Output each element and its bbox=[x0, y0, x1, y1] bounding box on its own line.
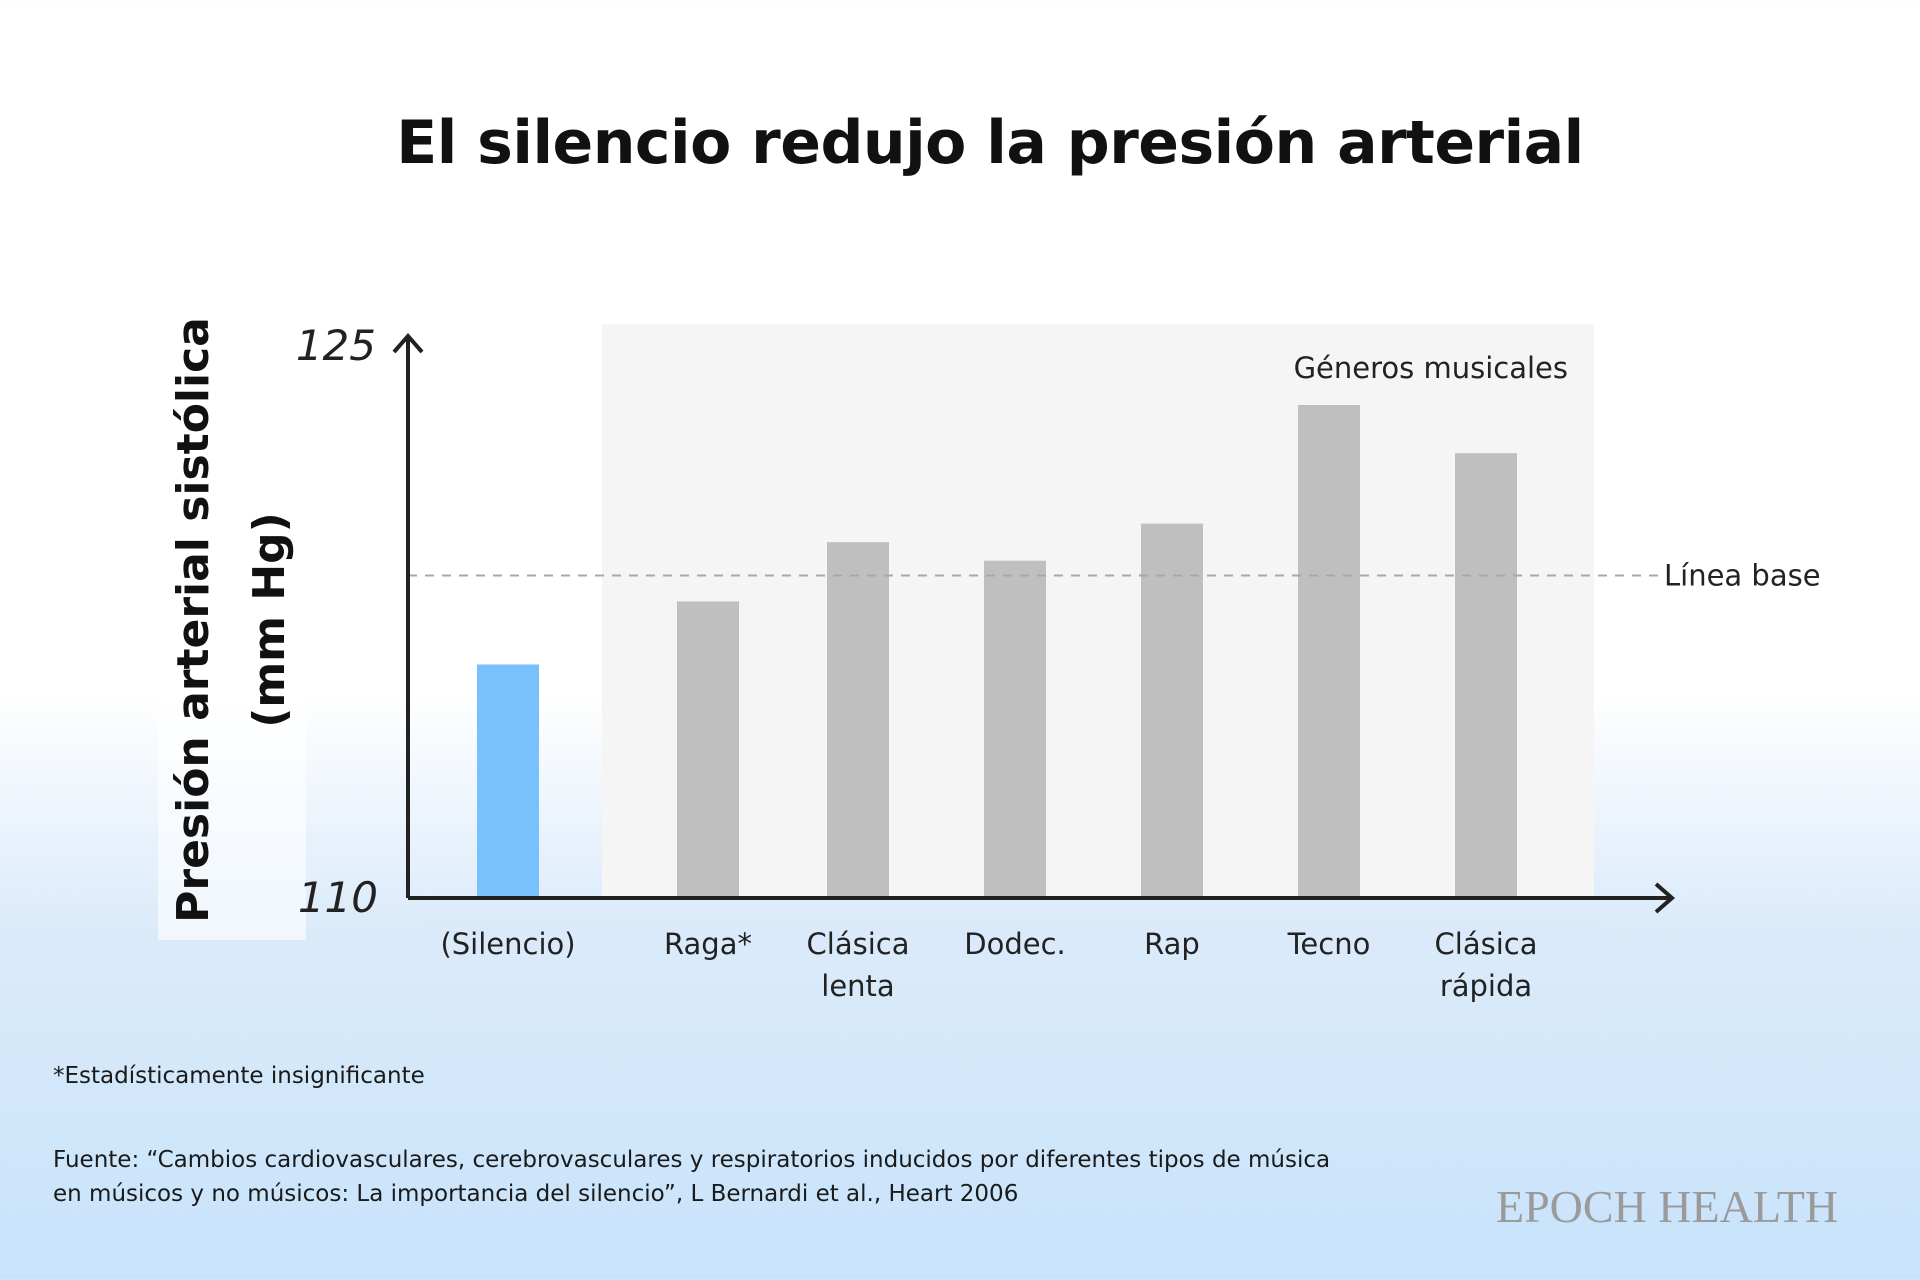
bar-7 bbox=[1455, 453, 1517, 898]
category-label-3-line-1: Clásica bbox=[807, 927, 910, 961]
bar-3 bbox=[827, 542, 889, 898]
bar-6 bbox=[1298, 405, 1360, 898]
category-label-1: (Silencio) bbox=[440, 927, 575, 961]
footnote: *Estadísticamente insignificante bbox=[53, 1063, 425, 1089]
category-label-7-line-1: Clásica bbox=[1435, 927, 1538, 961]
y-tick-label-bottom: 110 bbox=[298, 873, 378, 922]
brand-logo-text: EPOCH HEALTH bbox=[1496, 1181, 1839, 1232]
category-label-3-line-2: lenta bbox=[821, 969, 894, 1003]
bar-5 bbox=[1141, 523, 1203, 898]
y-tick-label-top: 125 bbox=[296, 321, 376, 370]
source-line-1: Fuente: “Cambios cardiovasculares, cereb… bbox=[53, 1147, 1331, 1173]
category-label-background bbox=[425, 924, 1599, 1020]
genre-group-label: Géneros musicales bbox=[1294, 351, 1568, 385]
bar-2 bbox=[677, 601, 739, 898]
category-label-7-line-2: rápida bbox=[1440, 969, 1532, 1003]
chart-title: El silencio redujo la presión arterial bbox=[396, 108, 1584, 178]
baseline-label: Línea base bbox=[1664, 559, 1821, 593]
x-axis-arrow bbox=[1654, 882, 1676, 914]
y-axis-arrow bbox=[392, 332, 424, 354]
category-label-6: Tecno bbox=[1287, 927, 1371, 961]
bar-1 bbox=[477, 664, 539, 898]
source-citation: Fuente: “Cambios cardiovasculares, cereb… bbox=[53, 1143, 1353, 1211]
category-label-2: Raga* bbox=[664, 927, 752, 961]
source-line-2: en músicos y no músicos: La importancia … bbox=[53, 1181, 1019, 1207]
genre-group-background bbox=[602, 324, 1594, 898]
bar-4 bbox=[984, 560, 1046, 898]
category-label-4: Dodec. bbox=[964, 927, 1066, 961]
category-label-5: Rap bbox=[1144, 927, 1200, 961]
y-axis-label-background bbox=[158, 310, 306, 940]
